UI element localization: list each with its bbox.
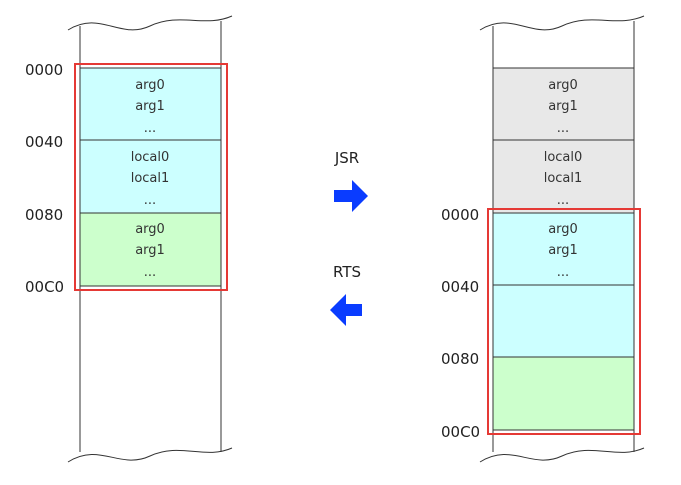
- rts-label: RTS: [333, 263, 361, 281]
- arrows: JSR RTS: [330, 149, 368, 326]
- right-block-2-line-0: arg0: [548, 222, 578, 237]
- right-block-2-line-1: arg1: [548, 243, 578, 258]
- right-block-3: [492, 284, 635, 358]
- left-address-3: 00C0: [25, 278, 64, 296]
- jsr-arrow-icon: [334, 180, 368, 212]
- right-block-1-line-0: local0: [544, 150, 583, 165]
- right-frame: [487, 208, 641, 435]
- left-block-2-line-1: arg1: [135, 243, 165, 258]
- right-block-1-line-1: local1: [544, 171, 583, 186]
- left-block-0-line-1: arg1: [135, 99, 165, 114]
- right-block-0: [492, 67, 635, 141]
- right-block-0-line-2: ...: [557, 121, 569, 136]
- right-address-2: 0080: [441, 350, 479, 368]
- left-block-0-line-0: arg0: [135, 78, 165, 93]
- right-block-2: [492, 212, 635, 286]
- left-frame: [74, 63, 228, 291]
- left-block-1-line-0: local0: [131, 150, 170, 165]
- left-block-2: [79, 212, 222, 287]
- left-address-0: 0000: [25, 61, 63, 79]
- left-stack: arg0 arg1 ... local0 local1 ... arg0 arg…: [25, 15, 233, 463]
- right-block-4: [492, 356, 635, 431]
- left-block-2-line-0: arg0: [135, 222, 165, 237]
- right-block-1-line-2: ...: [557, 193, 569, 208]
- right-block-0-line-1: arg1: [548, 99, 578, 114]
- right-block-0-line-0: arg0: [548, 78, 578, 93]
- left-block-0-line-2: ...: [144, 121, 156, 136]
- right-block-1: [492, 139, 635, 214]
- right-block-2-line-2: ...: [557, 265, 569, 280]
- left-address-2: 0080: [25, 206, 63, 224]
- right-address-3: 00C0: [441, 423, 480, 441]
- left-block-1-line-2: ...: [144, 193, 156, 208]
- right-address-1: 0040: [441, 278, 479, 296]
- rts-arrow-icon: [330, 294, 362, 326]
- left-block-0: [79, 67, 222, 141]
- left-block-1-line-1: local1: [131, 171, 170, 186]
- right-stack: arg0 arg1 ... local0 local1 ... arg0 arg…: [441, 15, 645, 463]
- right-address-0: 0000: [441, 206, 479, 224]
- jsr-label: JSR: [334, 149, 359, 167]
- left-address-1: 0040: [25, 133, 63, 151]
- left-block-1: [79, 139, 222, 214]
- left-block-2-line-2: ...: [144, 265, 156, 280]
